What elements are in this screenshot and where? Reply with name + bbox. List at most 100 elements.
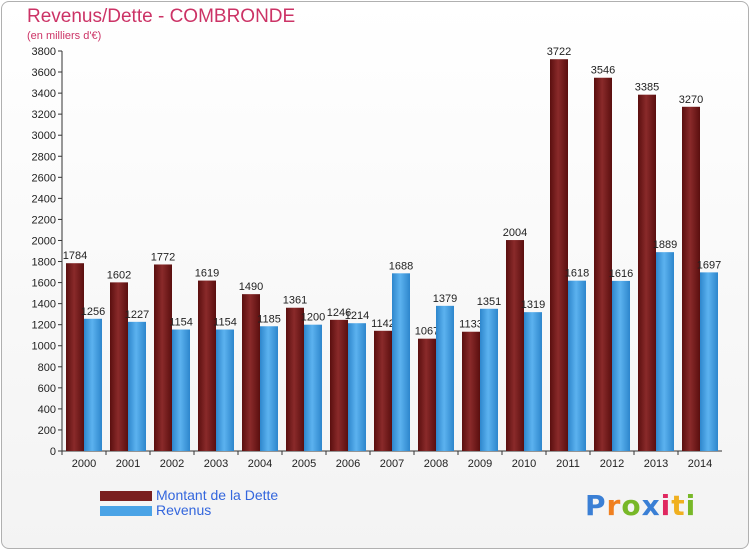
y-tick-label: 1800 [32,257,56,269]
x-tick-label: 2012 [600,458,624,470]
data-label-dette: 1772 [151,251,175,263]
y-tick-label: 1200 [32,320,56,332]
bar-dette [198,280,216,451]
bar-dette [286,307,304,451]
data-label-revenus: 1200 [301,312,325,324]
bar-revenus [700,272,718,451]
bar-revenus [436,305,454,451]
bar-revenus [480,308,498,451]
x-tick-label: 2014 [688,458,712,470]
y-tick-label: 2000 [32,235,56,247]
data-label-dette: 3546 [591,65,615,77]
data-label-revenus: 1185 [257,313,281,325]
x-tick-label: 2009 [468,458,492,470]
data-label-revenus: 1351 [477,296,501,308]
data-label-dette: 3722 [547,46,571,58]
y-tick-label: 1600 [32,278,56,290]
data-label-revenus: 1889 [653,239,677,251]
y-tick-label: 3200 [32,109,56,121]
data-label-revenus: 1227 [125,309,149,321]
logo-letter: i [660,489,672,522]
y-tick-label: 2800 [32,151,56,163]
data-label-revenus: 1616 [609,268,633,280]
data-label-dette: 1067 [415,326,439,338]
x-tick-label: 2003 [204,458,228,470]
x-tick-label: 2007 [380,458,404,470]
logo-letter: r [606,489,622,522]
chart-title: Revenus/Dette - COMBRONDE [27,6,296,27]
x-tick-label: 2000 [72,458,96,470]
bar-revenus [524,312,542,451]
x-tick-label: 2004 [248,458,272,470]
data-label-revenus: 1319 [521,299,545,311]
x-tick-label: 2008 [424,458,448,470]
data-label-revenus: 1256 [81,306,105,318]
bar-dette [66,263,84,451]
data-label-revenus: 1379 [433,293,457,305]
y-tick-label: 600 [38,383,56,395]
y-tick-label: 3800 [32,46,56,58]
data-label-dette: 2004 [503,227,527,239]
x-tick-label: 2001 [116,458,140,470]
bar-revenus [84,318,102,451]
bar-revenus [216,329,234,451]
data-label-dette: 3270 [679,94,703,106]
data-label-dette: 1133 [459,319,483,331]
y-tick-label: 1000 [32,341,56,353]
legend-label-dette: Montant de la Dette [156,487,279,503]
data-label-dette: 1361 [283,295,307,307]
y-tick-label: 3000 [32,130,56,142]
bar-dette [374,330,392,451]
proxiti-logo: Proxiti [585,489,696,522]
x-tick-label: 2006 [336,458,360,470]
bar-dette [154,264,172,451]
bar-dette [550,59,568,452]
legend-swatch-revenus [100,506,152,516]
data-label-dette: 1784 [63,250,87,262]
data-label-revenus: 1214 [345,310,369,322]
legend-swatch-dette [100,491,152,501]
data-label-revenus: 1154 [169,317,193,329]
data-label-dette: 1619 [195,268,219,280]
data-label-revenus: 1688 [389,260,413,272]
bar-revenus [392,273,410,451]
x-tick-label: 2011 [556,458,580,470]
data-label-dette: 1602 [107,269,131,281]
data-label-dette: 1142 [371,318,395,330]
y-tick-label: 200 [38,425,56,437]
bar-dette [594,77,612,451]
bar-dette [682,106,700,451]
logo-letter: i [685,489,697,522]
y-tick-label: 2200 [32,214,56,226]
data-label-dette: 1246 [327,307,351,319]
bar-revenus [612,280,630,451]
x-tick-label: 2002 [160,458,184,470]
legend-label-revenus: Revenus [156,502,212,518]
bar-dette [330,319,348,451]
logo-letter: P [585,489,607,522]
y-tick-label: 3600 [32,67,56,79]
data-label-dette: 1490 [239,281,263,293]
y-tick-label: 800 [38,362,56,374]
logo-letter: t [671,489,686,522]
bar-revenus [128,321,146,451]
y-tick-label: 400 [38,404,56,416]
y-tick-label: 0 [50,446,56,458]
y-tick-label: 2600 [32,172,56,184]
bar-revenus [348,323,366,451]
x-tick-label: 2010 [512,458,536,470]
bar-dette [638,94,656,452]
x-tick-label: 2013 [644,458,668,470]
logo-letter: o [621,489,642,522]
chart-subtitle: (en milliers d'€) [27,30,102,42]
bar-dette [110,282,128,451]
y-tick-label: 3400 [32,88,56,100]
data-label-dette: 3385 [635,82,659,94]
data-label-revenus: 1618 [565,268,589,280]
bar-revenus [304,324,322,451]
bar-dette [418,338,436,451]
y-tick-label: 2400 [32,193,56,205]
logo-letter: x [641,489,661,522]
